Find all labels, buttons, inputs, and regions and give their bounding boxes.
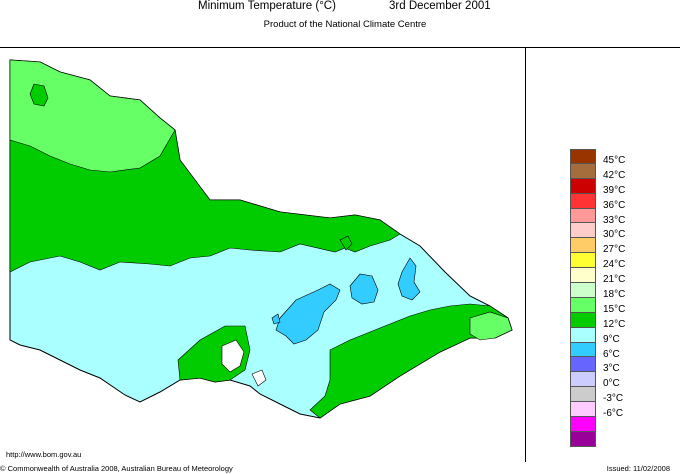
legend-swatch — [570, 402, 596, 418]
legend-label: 0°C — [603, 378, 620, 390]
map-frame — [0, 47, 526, 462]
legend-swatch — [570, 178, 596, 194]
legend-item — [570, 431, 680, 447]
legend-label: 18°C — [603, 289, 626, 301]
legend-item: 3°C — [570, 357, 680, 375]
legend-item: 0°C — [570, 372, 680, 390]
legend-item: -6°C — [570, 402, 680, 420]
copyright-notice: © Commonwealth of Australia 2008, Austra… — [0, 464, 233, 473]
legend-frame — [526, 47, 680, 462]
legend-item: 27°C — [570, 238, 680, 256]
website-link[interactable]: http://www.bom.gov.au — [6, 450, 82, 459]
zone-6-9-alpine-b — [349, 273, 379, 305]
legend-label: 21°C — [603, 274, 626, 286]
legend-swatch — [570, 208, 596, 224]
zone-6-9-alpine-c — [397, 257, 421, 301]
legend-item: 39°C — [570, 178, 680, 196]
victoria-temperature-map — [9, 59, 513, 419]
map-date: 3rd December 2001 — [389, 0, 491, 12]
legend-item: 21°C — [570, 268, 680, 286]
legend-swatch — [570, 327, 596, 343]
legend-label: 3°C — [603, 363, 620, 375]
issued-date: Issued: 11/02/2008 — [606, 464, 670, 473]
legend-label: 6°C — [603, 348, 620, 360]
legend-swatch — [570, 283, 596, 298]
legend-label: 27°C — [603, 244, 626, 256]
map-title: Minimum Temperature (°C) — [198, 0, 336, 12]
legend-label: 24°C — [603, 259, 626, 271]
legend-label: -6°C — [603, 408, 624, 420]
zone-15-18-east — [469, 311, 513, 341]
legend-label: 36°C — [603, 199, 626, 211]
legend-swatch — [570, 238, 596, 254]
legend-label: 33°C — [603, 214, 626, 226]
legend-swatch — [570, 387, 596, 403]
legend-item: 9°C — [570, 327, 680, 345]
zone-6-9-alpine-a — [275, 283, 341, 345]
legend-label: 39°C — [603, 184, 626, 196]
legend-label: 9°C — [603, 333, 620, 345]
legend-swatch — [570, 193, 596, 209]
legend-item: 36°C — [570, 193, 680, 211]
legend-label: 42°C — [603, 169, 626, 181]
legend-swatch — [570, 417, 596, 432]
legend-swatch — [570, 372, 596, 388]
legend-swatch — [570, 223, 596, 239]
legend-item — [570, 417, 680, 432]
legend-item: 15°C — [570, 297, 680, 315]
legend-swatch — [570, 342, 596, 358]
legend-item: 18°C — [570, 283, 680, 301]
legend-item: 45°C — [570, 149, 680, 166]
legend-swatch — [570, 357, 596, 373]
legend-label: 15°C — [603, 303, 626, 315]
title-row: Minimum Temperature (°C) 3rd December 20… — [0, 0, 680, 14]
legend-item: 42°C — [570, 163, 680, 181]
map-subtitle: Product of the National Climate Centre — [263, 19, 427, 30]
legend-swatch — [570, 297, 596, 313]
legend-swatch — [570, 312, 596, 328]
legend-item: 33°C — [570, 208, 680, 226]
legend-swatch — [570, 149, 596, 164]
zone-15-18-north — [9, 59, 176, 173]
zone-12-15-islet — [339, 235, 353, 251]
legend-item: 24°C — [570, 253, 680, 271]
western-port — [251, 369, 267, 387]
legend-item: -3°C — [570, 387, 680, 405]
legend-swatch — [570, 431, 596, 447]
zone-6-9-alpine-d — [271, 313, 281, 325]
legend-item: 12°C — [570, 312, 680, 330]
legend-item: 30°C — [570, 223, 680, 241]
legend-item: 6°C — [570, 342, 680, 360]
port-phillip-bay — [221, 339, 245, 373]
legend-swatch — [570, 253, 596, 269]
legend-label: 45°C — [603, 155, 626, 166]
legend-swatch — [570, 163, 596, 179]
legend-label: 30°C — [603, 229, 626, 241]
zone-12-15-patch — [29, 83, 49, 107]
legend-label: 12°C — [603, 318, 626, 330]
legend-swatch — [570, 268, 596, 284]
legend-label: -3°C — [603, 393, 624, 405]
temperature-legend: 45°C 42°C 39°C 36°C 33°C 30°C 27°C 24°C 21°C 18°C… — [570, 149, 680, 447]
